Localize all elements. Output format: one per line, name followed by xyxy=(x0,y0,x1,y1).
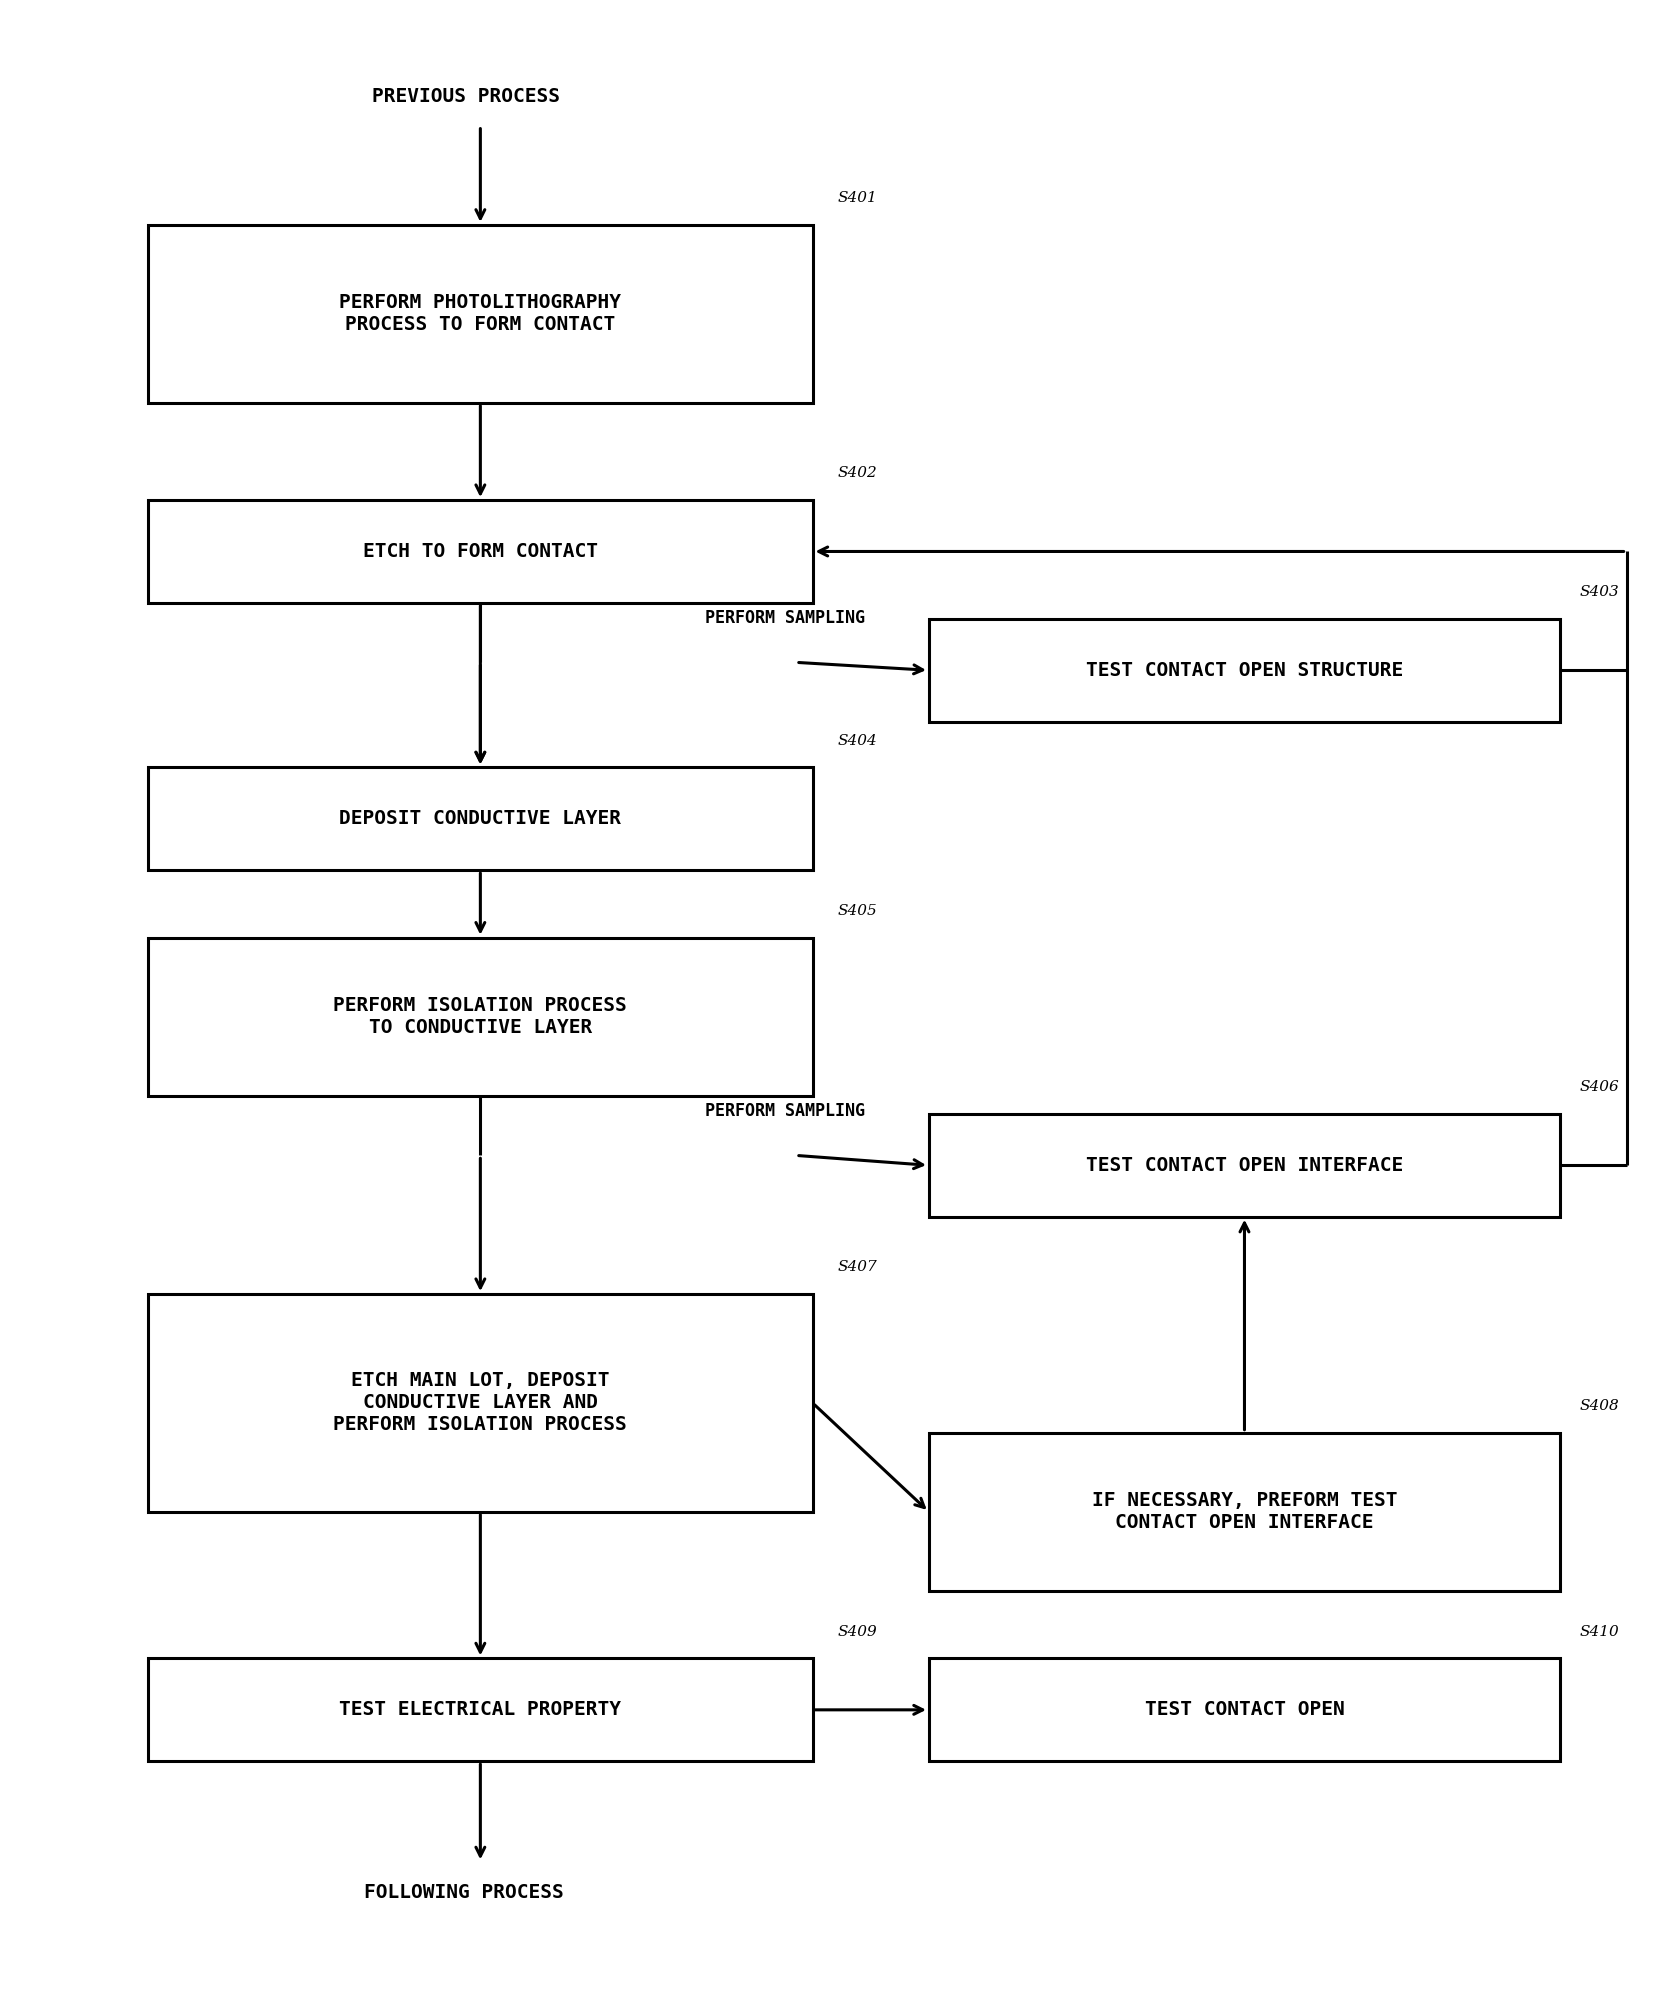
Bar xyxy=(147,225,812,403)
Text: S406: S406 xyxy=(1580,1081,1620,1095)
Text: DEPOSIT CONDUCTIVE LAYER: DEPOSIT CONDUCTIVE LAYER xyxy=(340,810,621,828)
Bar xyxy=(147,768,812,869)
Text: TEST ELECTRICAL PROPERTY: TEST ELECTRICAL PROPERTY xyxy=(340,1701,621,1719)
Text: TEST CONTACT OPEN INTERFACE: TEST CONTACT OPEN INTERFACE xyxy=(1085,1157,1404,1174)
Text: S405: S405 xyxy=(838,903,878,917)
Text: TEST CONTACT OPEN STRUCTURE: TEST CONTACT OPEN STRUCTURE xyxy=(1085,660,1404,680)
Text: PERFORM ISOLATION PROCESS
TO CONDUCTIVE LAYER: PERFORM ISOLATION PROCESS TO CONDUCTIVE … xyxy=(333,997,626,1037)
Text: S408: S408 xyxy=(1580,1400,1620,1414)
Text: S403: S403 xyxy=(1580,584,1620,598)
Text: S410: S410 xyxy=(1580,1625,1620,1639)
Bar xyxy=(930,618,1559,722)
Text: PREVIOUS PROCESS: PREVIOUS PROCESS xyxy=(372,86,561,106)
Bar xyxy=(930,1115,1559,1216)
Bar xyxy=(147,1294,812,1511)
Bar xyxy=(930,1659,1559,1761)
Text: IF NECESSARY, PREFORM TEST
CONTACT OPEN INTERFACE: IF NECESSARY, PREFORM TEST CONTACT OPEN … xyxy=(1092,1492,1397,1531)
Text: S407: S407 xyxy=(838,1260,878,1274)
Bar xyxy=(147,1659,812,1761)
Text: PERFORM SAMPLING: PERFORM SAMPLING xyxy=(705,1103,864,1121)
Text: PERFORM PHOTOLITHOGRAPHY
PROCESS TO FORM CONTACT: PERFORM PHOTOLITHOGRAPHY PROCESS TO FORM… xyxy=(340,293,621,335)
Text: TEST CONTACT OPEN: TEST CONTACT OPEN xyxy=(1144,1701,1345,1719)
Text: PERFORM SAMPLING: PERFORM SAMPLING xyxy=(705,608,864,626)
Bar xyxy=(147,937,812,1097)
Text: S409: S409 xyxy=(838,1625,878,1639)
Text: S404: S404 xyxy=(838,734,878,748)
Text: S402: S402 xyxy=(838,467,878,481)
Text: FOLLOWING PROCESS: FOLLOWING PROCESS xyxy=(363,1882,564,1902)
Text: ETCH MAIN LOT, DEPOSIT
CONDUCTIVE LAYER AND
PERFORM ISOLATION PROCESS: ETCH MAIN LOT, DEPOSIT CONDUCTIVE LAYER … xyxy=(333,1372,626,1434)
Bar xyxy=(930,1432,1559,1591)
Bar xyxy=(147,500,812,602)
Text: ETCH TO FORM CONTACT: ETCH TO FORM CONTACT xyxy=(363,542,598,560)
Text: S401: S401 xyxy=(838,191,878,205)
